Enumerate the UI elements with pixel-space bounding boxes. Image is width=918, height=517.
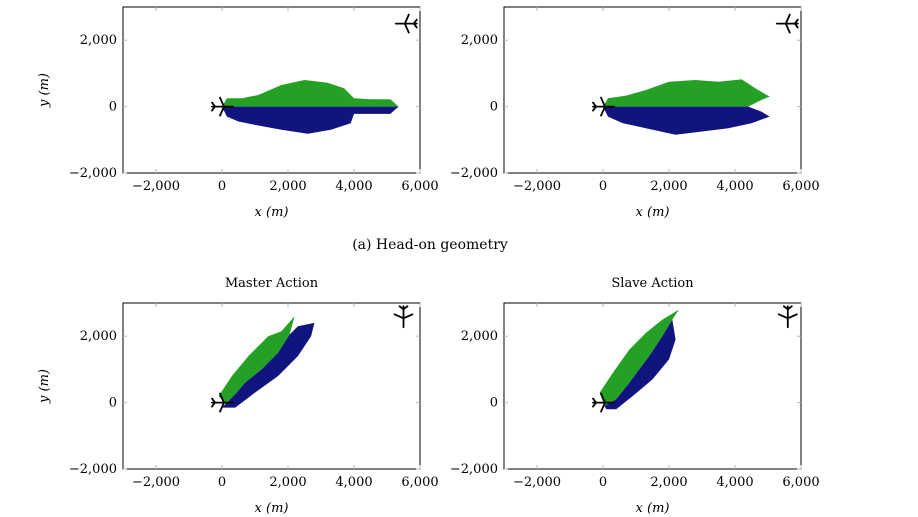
y-tick-label: −2,000 [69, 462, 117, 477]
y-axis-label: y (m) [37, 369, 52, 404]
chart-panel-4: −2,000 0 2,000 4,000 6,000 −2,000 0 2,000 x (m) S… [450, 276, 820, 516]
x-tick-label: −2,000 [132, 475, 180, 490]
series-area-blue [222, 106, 399, 134]
y-tick-label: 2,000 [461, 329, 498, 344]
x-tick-label: 4,000 [716, 179, 753, 194]
aircraft-icon [211, 96, 234, 117]
series-area-green [599, 309, 679, 406]
y-tick-label: 2,000 [80, 33, 117, 48]
y-tick-label: −2,000 [450, 166, 498, 181]
y-tick-label: 0 [490, 100, 498, 115]
chart-panel-2: −2,000 0 2,000 4,000 6,000 −2,000 0 2,000 x (m) [450, 6, 820, 220]
y-tick-label: 0 [109, 396, 117, 411]
series-area-blue [604, 319, 676, 410]
x-axis-label: x (m) [255, 205, 289, 220]
aircraft-icon [777, 305, 798, 329]
chart-panel-1: −2,000 0 2,000 4,000 6,000 −2,000 0 2,000 x (m) y… [37, 6, 439, 220]
x-tick-label: −2,000 [513, 179, 561, 194]
x-tick-label: 4,000 [335, 179, 372, 194]
x-tick-label: 2,000 [650, 475, 687, 490]
plot-frame [503, 6, 802, 174]
y-axis-label: y (m) [37, 73, 52, 108]
x-tick-label: 6,000 [782, 475, 819, 490]
aircraft-icon [394, 13, 418, 34]
y-tick-label: −2,000 [450, 462, 498, 477]
x-tick-label: 6,000 [401, 475, 438, 490]
plot-frame [503, 302, 802, 470]
plot-frame [122, 6, 421, 174]
series-area-blue [603, 106, 770, 135]
x-axis-label: x (m) [255, 501, 289, 516]
x-tick-label: −2,000 [513, 475, 561, 490]
series-area-green [603, 79, 770, 107]
y-tick-label: −2,000 [69, 166, 117, 181]
x-tick-label: 6,000 [401, 179, 438, 194]
chart-panel-3: −2,000 0 2,000 4,000 6,000 −2,000 0 2,000 x (m) y… [37, 276, 439, 516]
y-tick-label: 2,000 [80, 329, 117, 344]
x-tick-label: 4,000 [716, 475, 753, 490]
chart-title: Master Action [225, 276, 319, 291]
aircraft-icon [592, 392, 615, 413]
y-tick-label: 2,000 [461, 33, 498, 48]
x-tick-label: 0 [218, 475, 226, 490]
plot-frame [122, 302, 421, 470]
y-tick-label: 0 [490, 396, 498, 411]
chart-title: Slave Action [611, 276, 694, 291]
x-tick-label: 0 [218, 179, 226, 194]
x-axis-label: x (m) [636, 205, 670, 220]
x-tick-label: 6,000 [782, 179, 819, 194]
x-tick-label: 2,000 [269, 475, 306, 490]
series-area-blue [222, 322, 315, 408]
aircraft-icon [775, 13, 799, 34]
figure-caption: (a) Head-on geometry [352, 237, 508, 253]
chart-panels: −2,000 0 2,000 4,000 6,000 −2,000 0 2,000 x (m) y… [37, 6, 820, 516]
x-tick-label: 2,000 [650, 179, 687, 194]
x-tick-label: −2,000 [132, 179, 180, 194]
aircraft-icon [393, 305, 414, 329]
x-axis-label: x (m) [636, 501, 670, 516]
series-area-green [222, 80, 399, 107]
aircraft-icon [592, 96, 615, 117]
series-area-green [218, 316, 295, 405]
x-tick-label: 2,000 [269, 179, 306, 194]
x-tick-label: 0 [599, 179, 607, 194]
x-tick-label: 4,000 [335, 475, 372, 490]
y-tick-label: 0 [109, 100, 117, 115]
aircraft-icon [211, 392, 234, 413]
x-tick-label: 0 [599, 475, 607, 490]
